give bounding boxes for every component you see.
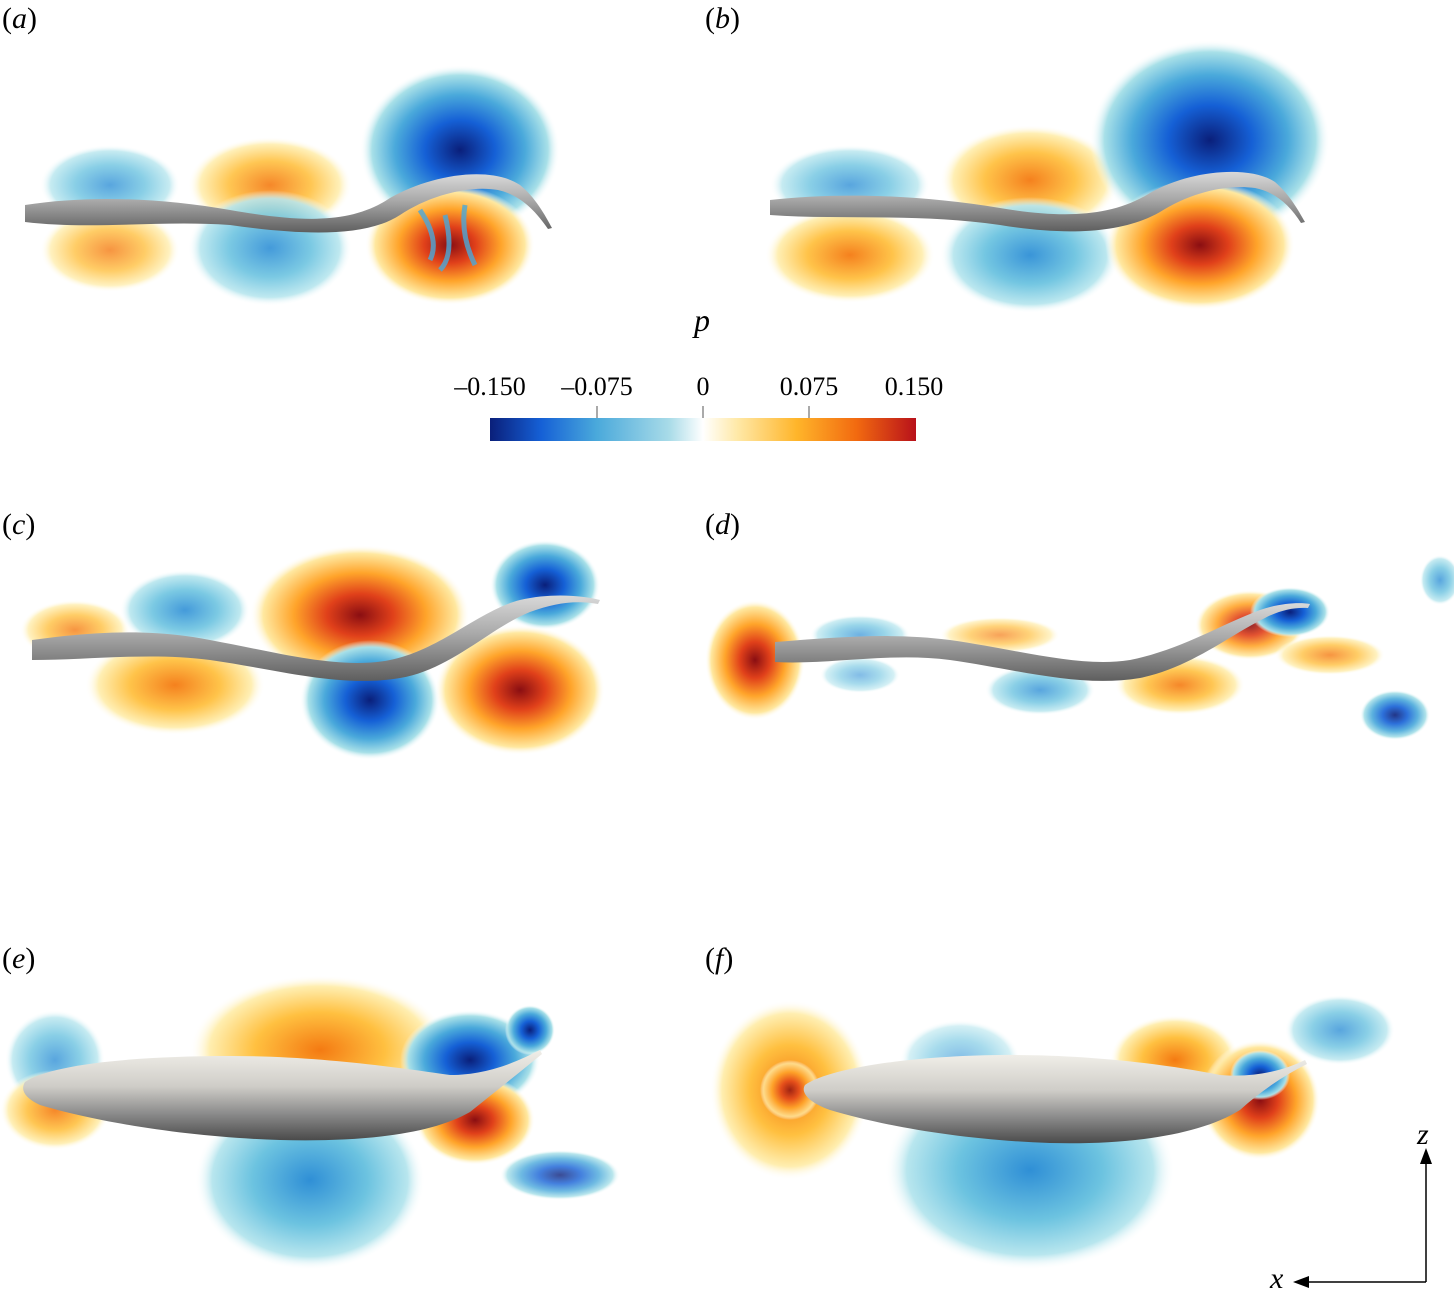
- panel-a-body: [25, 174, 552, 233]
- colorbar-title: p: [694, 302, 710, 338]
- colorbar-tick-label: 0: [696, 372, 710, 401]
- panel-label-b: (b): [705, 2, 740, 35]
- x-axis-label: x: [1270, 1262, 1284, 1295]
- x-arrowhead: [1293, 1276, 1309, 1288]
- colorbar-tick-label: 0.150: [884, 372, 944, 401]
- panel-label-c: (c): [2, 508, 36, 541]
- panel-label-a: (a): [2, 2, 37, 35]
- colorbar-tick-label: –0.150: [454, 372, 526, 401]
- colorbar-tick-label: 0.075: [779, 372, 839, 401]
- colorbar: [490, 406, 916, 441]
- z-arrowhead: [1420, 1148, 1432, 1164]
- panel-label-e: (e): [2, 942, 36, 975]
- z-axis-label: z: [1417, 1118, 1429, 1151]
- axis-indicator: [1293, 1148, 1432, 1288]
- panel-label-d: (d): [705, 508, 740, 541]
- panel-e-body: [23, 1050, 542, 1141]
- colorbar-gradient: [490, 418, 916, 441]
- panel-c-body: [32, 595, 600, 681]
- panel-b-body: [770, 171, 1305, 232]
- panel-label-f: (f): [705, 942, 734, 975]
- panel-d-body: [775, 603, 1310, 681]
- panel-f-body: [803, 1054, 1307, 1144]
- colorbar-tick-label: –0.075: [561, 372, 633, 401]
